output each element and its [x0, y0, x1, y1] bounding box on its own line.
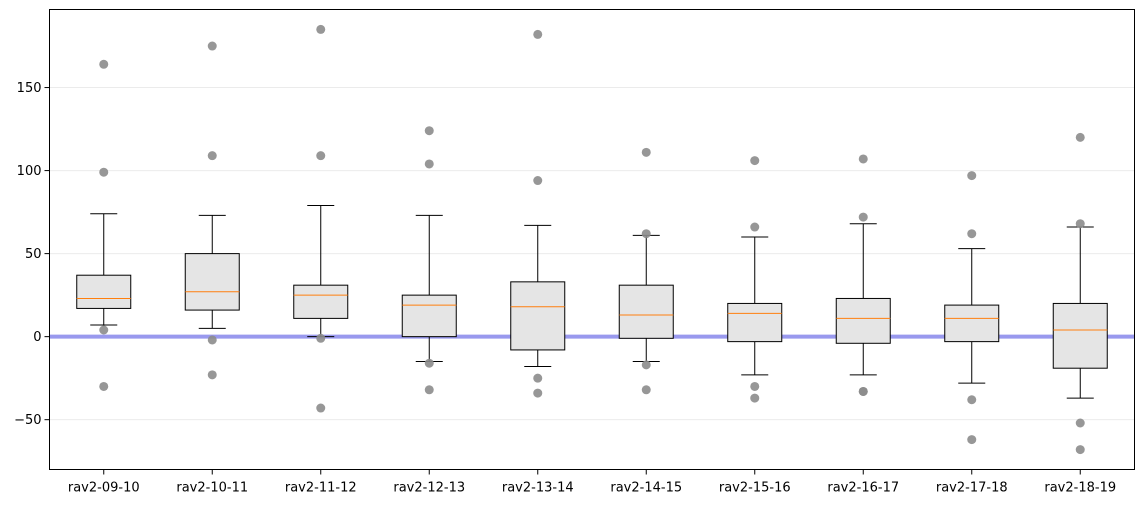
boxes-group — [76, 24, 1108, 455]
outlier-point — [99, 59, 109, 69]
iqr-box — [1052, 302, 1108, 369]
outlier-point — [967, 229, 977, 239]
y-tick-label: −50 — [14, 413, 41, 428]
box-rav2-17-18 — [944, 171, 1000, 445]
outlier-point — [424, 358, 434, 368]
iqr-box — [293, 284, 349, 319]
outlier-point — [207, 151, 217, 161]
x-tick-label: rav2-16-17 — [827, 481, 899, 496]
box-rav2-09-10 — [76, 59, 132, 391]
x-tick-label: rav2-13-14 — [502, 481, 574, 496]
outlier-point — [750, 393, 760, 403]
x-tick-label: rav2-11-12 — [285, 481, 357, 496]
outlier-point — [207, 370, 217, 380]
y-tick-label: 50 — [25, 247, 42, 262]
outlier-point — [750, 381, 760, 391]
outlier-point — [424, 159, 434, 169]
outlier-point — [858, 154, 868, 164]
box-rav2-14-15 — [618, 147, 674, 395]
outlier-point — [1075, 132, 1085, 142]
outlier-point — [316, 403, 326, 413]
outlier-point — [99, 381, 109, 391]
box-rav2-13-14 — [510, 29, 566, 398]
iqr-box — [401, 294, 457, 338]
outlier-point — [533, 388, 543, 398]
x-tick-label: rav2-17-18 — [936, 481, 1008, 496]
outlier-point — [316, 151, 326, 161]
box-rav2-12-13 — [401, 126, 457, 395]
x-tick-label: rav2-09-10 — [68, 481, 140, 496]
x-tick-label: rav2-18-19 — [1044, 481, 1116, 496]
box-rav2-18-19 — [1052, 132, 1108, 455]
outlier-point — [858, 386, 868, 396]
x-tick-label: rav2-15-16 — [719, 481, 791, 496]
y-tick-label: 150 — [17, 81, 42, 96]
outlier-point — [424, 126, 434, 136]
x-tick-label: rav2-12-13 — [393, 481, 465, 496]
outlier-point — [99, 325, 109, 335]
outlier-point — [750, 222, 760, 232]
outlier-point — [967, 395, 977, 405]
box-rav2-16-17 — [835, 154, 891, 396]
outlier-point — [533, 29, 543, 39]
outlier-point — [1075, 418, 1085, 428]
x-tick-label: rav2-10-11 — [176, 481, 248, 496]
y-tick-label: 100 — [17, 164, 42, 179]
outlier-point — [1075, 445, 1085, 455]
outlier-point — [641, 360, 651, 370]
outlier-point — [967, 171, 977, 181]
outlier-point — [207, 335, 217, 345]
y-tick-label: 0 — [33, 330, 41, 345]
outlier-point — [641, 229, 651, 239]
plot-area-frame — [49, 9, 1135, 470]
axis-ticks: −50 0 50 100 150 rav2-09-10 rav2-10-11 rav2-11-… — [14, 81, 1116, 495]
outlier-point — [424, 385, 434, 395]
outlier-point — [1075, 219, 1085, 229]
outlier-point — [533, 176, 543, 186]
outlier-point — [533, 373, 543, 383]
outlier-point — [316, 24, 326, 34]
iqr-box — [835, 297, 891, 344]
outlier-point — [750, 156, 760, 166]
x-tick-label: rav2-14-15 — [610, 481, 682, 496]
box-rav2-11-12 — [293, 24, 349, 413]
outlier-point — [207, 41, 217, 51]
box-rav2-15-16 — [727, 156, 783, 403]
outlier-point — [99, 167, 109, 177]
outlier-point — [967, 435, 977, 445]
outlier-point — [641, 147, 651, 157]
iqr-box — [944, 304, 1000, 343]
box-rav2-10-11 — [184, 41, 240, 380]
iqr-box — [510, 281, 566, 351]
iqr-box — [727, 302, 783, 343]
outlier-point — [316, 333, 326, 343]
iqr-box — [76, 274, 132, 309]
outlier-point — [641, 385, 651, 395]
iqr-box — [618, 284, 674, 339]
outlier-point — [858, 212, 868, 222]
iqr-box — [184, 253, 240, 311]
